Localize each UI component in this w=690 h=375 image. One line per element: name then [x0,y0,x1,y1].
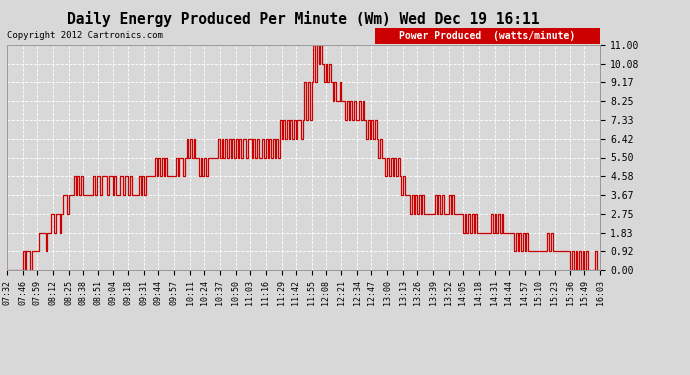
Text: Copyright 2012 Cartronics.com: Copyright 2012 Cartronics.com [7,32,163,40]
Title: Daily Energy Produced Per Minute (Wm) Wed Dec 19 16:11: Daily Energy Produced Per Minute (Wm) We… [68,11,540,27]
